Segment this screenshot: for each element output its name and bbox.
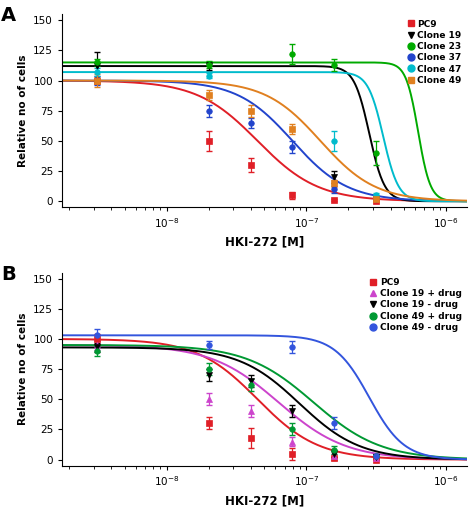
X-axis label: HKI-272 [M]: HKI-272 [M] [225, 235, 304, 249]
Text: B: B [1, 265, 16, 284]
Y-axis label: Relative no of cells: Relative no of cells [18, 54, 27, 167]
Text: A: A [1, 6, 17, 25]
Legend: PC9, Clone 19, Clone 23, Clone 37, Clone 47, Clone 49: PC9, Clone 19, Clone 23, Clone 37, Clone… [406, 19, 463, 86]
Legend: PC9, Clone 19 + drug, Clone 19 - drug, Clone 49 + drug, Clone 49 - drug: PC9, Clone 19 + drug, Clone 19 - drug, C… [369, 277, 463, 333]
Y-axis label: Relative no of cells: Relative no of cells [18, 313, 27, 426]
X-axis label: HKI-272 [M]: HKI-272 [M] [225, 494, 304, 507]
